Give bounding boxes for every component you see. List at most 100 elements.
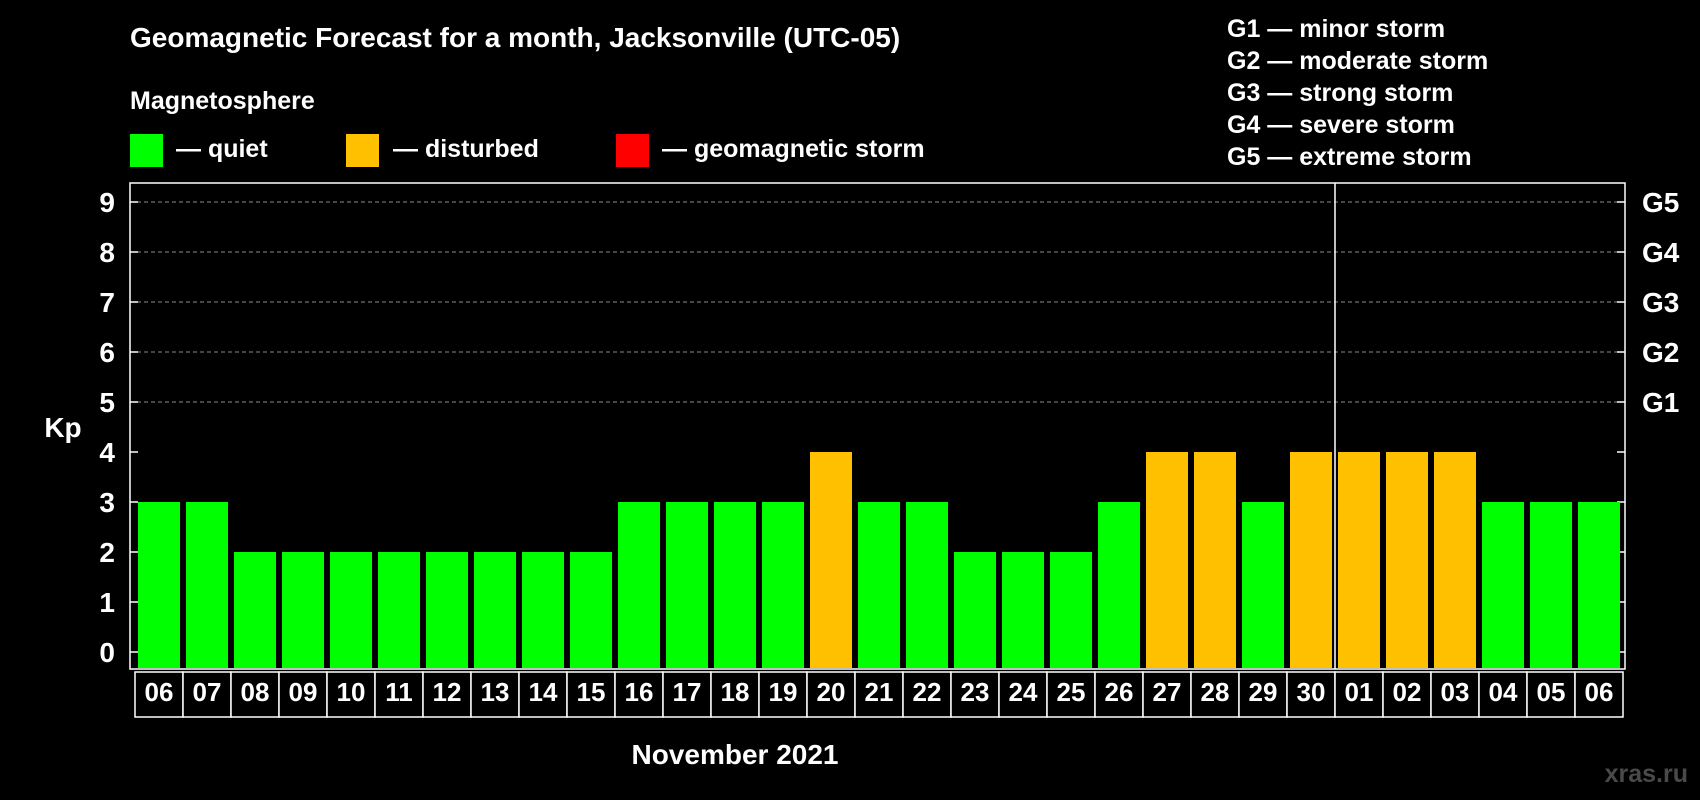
bar-07-1	[186, 502, 228, 668]
date-box	[230, 671, 280, 718]
date-label-22: 28	[1201, 677, 1230, 707]
date-box	[950, 671, 1000, 718]
y-tick-label: 3	[99, 487, 115, 518]
y-tick-label: 5	[99, 387, 115, 418]
date-box	[854, 671, 904, 718]
bar-16-10	[618, 502, 660, 668]
bar-21-15	[858, 502, 900, 668]
chart-title: Geomagnetic Forecast for a month, Jackso…	[130, 22, 900, 53]
date-box	[134, 671, 184, 718]
bar-06-0	[138, 502, 180, 668]
bar-30-24	[1290, 452, 1332, 668]
legend-label-storm: — geomagnetic storm	[662, 135, 925, 163]
legend-title: Magnetosphere	[130, 87, 315, 115]
storm-scale-g2: G2 — moderate storm	[1227, 47, 1488, 75]
bar-15-9	[570, 552, 612, 668]
y-tick-label: 9	[99, 187, 115, 218]
bar-11-5	[378, 552, 420, 668]
bar-02-26	[1386, 452, 1428, 668]
date-label-3: 09	[289, 677, 318, 707]
storm-scale-g5: G5 — extreme storm	[1227, 143, 1472, 171]
g-scale-label: G1	[1642, 387, 1679, 418]
date-label-16: 22	[913, 677, 942, 707]
date-label-30: 06	[1585, 677, 1614, 707]
date-label-13: 19	[769, 677, 798, 707]
date-label-24: 30	[1297, 677, 1326, 707]
bar-26-20	[1098, 502, 1140, 668]
bar-09-3	[282, 552, 324, 668]
bar-10-4	[330, 552, 372, 668]
storm-scale-g4: G4 — severe storm	[1227, 111, 1455, 139]
g-scale-label: G5	[1642, 187, 1679, 218]
legend-label-disturbed: — disturbed	[393, 135, 539, 163]
date-box	[1238, 671, 1288, 718]
date-label-23: 29	[1249, 677, 1278, 707]
legend-swatch-storm	[616, 134, 649, 167]
y-tick-label: 8	[99, 237, 115, 268]
bar-01-25	[1338, 452, 1380, 668]
date-label-9: 15	[577, 677, 606, 707]
bar-14-8	[522, 552, 564, 668]
date-box	[1430, 671, 1480, 718]
date-label-19: 25	[1057, 677, 1086, 707]
bar-18-12	[714, 502, 756, 668]
bar-05-29	[1530, 502, 1572, 668]
storm-scale-g1: G1 — minor storm	[1227, 15, 1445, 43]
date-label-18: 24	[1009, 677, 1038, 707]
g-scale-label: G3	[1642, 287, 1679, 318]
g-scale-label: G4	[1642, 237, 1680, 268]
date-box	[614, 671, 664, 718]
legend-label-quiet: — quiet	[176, 135, 268, 163]
bar-19-13	[762, 502, 804, 668]
date-box	[902, 671, 952, 718]
date-box	[1286, 671, 1336, 718]
bar-29-23	[1242, 502, 1284, 668]
date-box	[1046, 671, 1096, 718]
date-label-0: 06	[145, 677, 174, 707]
storm-scale-g3: G3 — strong storm	[1227, 79, 1453, 107]
date-box	[758, 671, 808, 718]
date-box	[806, 671, 856, 718]
date-label-11: 17	[673, 677, 702, 707]
y-tick-label: 6	[99, 337, 115, 368]
date-label-7: 13	[481, 677, 510, 707]
watermark: xras.ru	[1605, 760, 1688, 788]
date-label-26: 02	[1393, 677, 1422, 707]
bar-20-14	[810, 452, 852, 668]
bar-04-28	[1482, 502, 1524, 668]
bar-22-16	[906, 502, 948, 668]
bar-06-30	[1578, 502, 1620, 668]
bar-27-21	[1146, 452, 1188, 668]
date-label-15: 21	[865, 677, 894, 707]
legend-swatch-disturbed	[346, 134, 379, 167]
date-label-21: 27	[1153, 677, 1182, 707]
date-label-12: 18	[721, 677, 750, 707]
legend-swatch-quiet	[130, 134, 163, 167]
date-box	[1142, 671, 1192, 718]
bar-24-18	[1002, 552, 1044, 668]
date-label-2: 08	[241, 677, 270, 707]
date-label-10: 16	[625, 677, 654, 707]
date-label-27: 03	[1441, 677, 1470, 707]
date-box	[422, 671, 472, 718]
y-tick-label: 7	[99, 287, 115, 318]
date-label-4: 10	[337, 677, 366, 707]
date-box	[1334, 671, 1384, 718]
date-label-17: 23	[961, 677, 990, 707]
date-label-8: 14	[529, 677, 558, 707]
date-label-29: 05	[1537, 677, 1566, 707]
g-scale-label: G2	[1642, 337, 1679, 368]
y-tick-label: 1	[99, 587, 115, 618]
date-label-28: 04	[1489, 677, 1518, 707]
date-label-1: 07	[193, 677, 222, 707]
date-box	[326, 671, 376, 718]
date-box	[1526, 671, 1576, 718]
date-box	[662, 671, 712, 718]
date-label-25: 01	[1345, 677, 1374, 707]
bar-08-2	[234, 552, 276, 668]
bar-13-7	[474, 552, 516, 668]
date-label-5: 11	[385, 677, 413, 707]
bar-17-11	[666, 502, 708, 668]
